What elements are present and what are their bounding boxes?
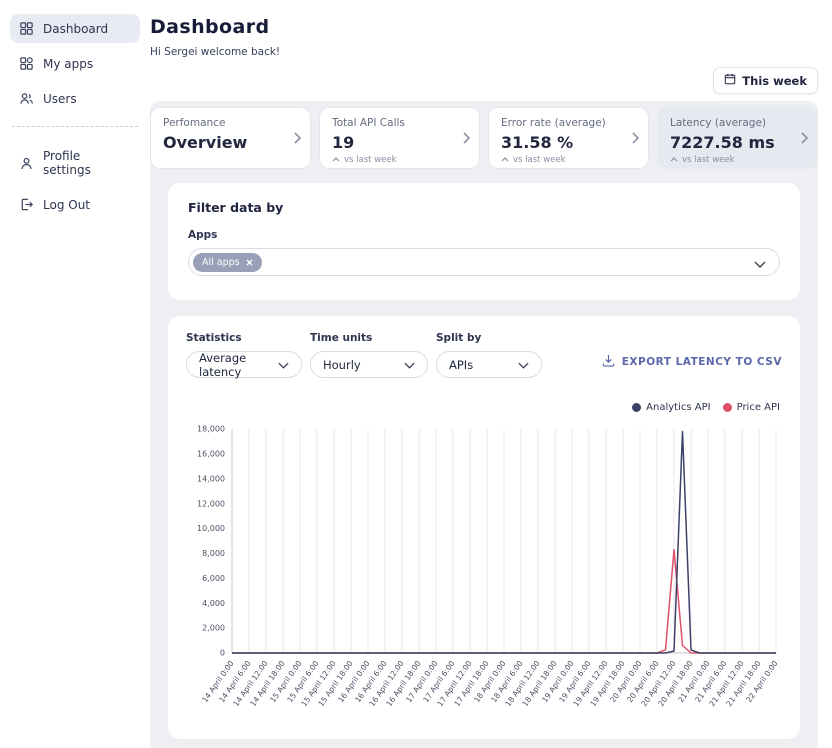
trend-up-icon	[501, 155, 509, 165]
trend-up-icon	[332, 155, 340, 165]
sidebar-item-label: Dashboard	[43, 21, 109, 36]
time-units-value: Hourly	[323, 357, 361, 372]
svg-text:4,000: 4,000	[202, 599, 225, 608]
statistics-control: Statistics Average latency	[186, 332, 302, 379]
time-units-select[interactable]: Hourly	[310, 351, 428, 378]
chart-card: Statistics Average latency Time units Ho…	[168, 316, 800, 739]
svg-text:8,000: 8,000	[202, 549, 225, 558]
stat-card-label: Total API Calls	[332, 117, 405, 129]
split-by-value: APIs	[449, 357, 474, 372]
chevron-right-icon	[294, 132, 302, 144]
dashboard-icon	[19, 21, 34, 36]
sidebar: Dashboard My apps Users	[0, 0, 150, 748]
all-apps-chip[interactable]: All apps	[193, 252, 262, 272]
sidebar-divider	[12, 126, 138, 127]
chevron-right-icon	[801, 132, 809, 144]
svg-text:18,000: 18,000	[197, 425, 225, 434]
stat-card-label: Latency (average)	[670, 117, 767, 129]
svg-text:6,000: 6,000	[202, 574, 225, 583]
export-csv-label: EXPORT LATENCY TO CSV	[621, 356, 782, 368]
legend-dot	[632, 403, 642, 412]
svg-text:10,000: 10,000	[197, 524, 225, 533]
apps-select[interactable]: All apps	[188, 248, 780, 276]
statistics-select[interactable]: Average latency	[186, 350, 302, 379]
split-by-control: Split by APIs	[436, 332, 542, 378]
sidebar-item-label: Log Out	[43, 197, 91, 212]
welcome-text: Hi Sergei welcome back!	[150, 46, 281, 58]
sidebar-item-profile-settings[interactable]: Profile settings	[10, 142, 140, 184]
sidebar-item-label: Users	[43, 91, 77, 106]
stat-card-label: Error rate (average)	[501, 117, 606, 129]
logout-icon	[19, 197, 34, 212]
chevron-down-icon	[754, 253, 766, 272]
stat-card-value: Overview	[163, 133, 248, 152]
chip-label: All apps	[202, 256, 240, 268]
statistics-label: Statistics	[186, 332, 242, 344]
chevron-down-icon	[404, 358, 415, 372]
stat-card-value: 7227.58 ms	[670, 133, 775, 152]
svg-text:14,000: 14,000	[197, 474, 225, 483]
svg-text:2,000: 2,000	[202, 624, 225, 633]
legend-label: Price API	[736, 402, 780, 413]
svg-text:0: 0	[220, 649, 225, 658]
apps-label: Apps	[188, 229, 218, 241]
sidebar-item-logout[interactable]: Log Out	[10, 190, 140, 219]
stat-cards-row: Perfomance Overview Total API Calls 19 v…	[150, 107, 818, 169]
trend-up-icon	[670, 155, 678, 165]
chevron-right-icon	[632, 132, 640, 144]
sidebar-item-my-apps[interactable]: My apps	[10, 49, 140, 78]
chevron-down-icon	[518, 358, 529, 372]
users-icon	[19, 91, 34, 106]
svg-text:16,000: 16,000	[197, 450, 225, 459]
chevron-right-icon	[463, 132, 471, 144]
chart-controls: Statistics Average latency Time units Ho…	[186, 332, 782, 379]
stat-card-total-api-calls[interactable]: Total API Calls 19 vs last week	[319, 107, 480, 169]
apps-icon	[19, 56, 34, 71]
filter-title: Filter data by	[188, 200, 284, 215]
export-csv-button[interactable]: EXPORT LATENCY TO CSV	[602, 354, 782, 370]
trend-label: vs last week	[344, 155, 397, 165]
stat-card-value: 19	[332, 133, 355, 152]
sidebar-item-label: My apps	[43, 56, 94, 71]
this-week-button[interactable]: This week	[713, 67, 818, 94]
stat-card-performance[interactable]: Perfomance Overview	[150, 107, 311, 169]
this-week-label: This week	[742, 73, 807, 88]
legend-item-price-api[interactable]: Price API	[722, 402, 780, 413]
page-title: Dashboard	[150, 16, 270, 38]
svg-text:12,000: 12,000	[197, 499, 225, 508]
calendar-icon	[724, 73, 736, 88]
stat-card-error-rate[interactable]: Error rate (average) 31.58 % vs last wee…	[488, 107, 649, 169]
split-by-label: Split by	[436, 332, 482, 344]
trend-label: vs last week	[513, 155, 566, 165]
split-by-select[interactable]: APIs	[436, 351, 542, 378]
download-icon	[602, 354, 615, 370]
stat-card-latency[interactable]: Latency (average) 7227.58 ms vs last wee…	[657, 107, 818, 169]
trend-label: vs last week	[682, 155, 735, 165]
sidebar-item-users[interactable]: Users	[10, 84, 140, 113]
sidebar-item-dashboard[interactable]: Dashboard	[10, 14, 140, 43]
sidebar-item-label: Profile settings	[43, 149, 91, 177]
main-content: Dashboard Hi Sergei welcome back! This w…	[150, 0, 832, 748]
time-units-control: Time units Hourly	[310, 332, 428, 378]
profile-icon	[19, 156, 34, 171]
statistics-value: Average latency	[199, 350, 247, 379]
filter-card: Filter data by Apps All apps	[168, 183, 800, 300]
content-panel: Perfomance Overview Total API Calls 19 v…	[150, 101, 818, 748]
legend-item-analytics-api[interactable]: Analytics API	[632, 402, 711, 413]
legend-label: Analytics API	[646, 402, 711, 413]
chevron-down-icon	[278, 358, 289, 372]
time-units-label: Time units	[310, 332, 373, 344]
chip-close-icon[interactable]	[246, 259, 253, 266]
stat-card-value: 31.58 %	[501, 133, 574, 152]
chart-legend: Analytics API Price API	[188, 402, 780, 413]
legend-dot	[722, 403, 732, 412]
stat-card-label: Perfomance	[163, 117, 226, 129]
